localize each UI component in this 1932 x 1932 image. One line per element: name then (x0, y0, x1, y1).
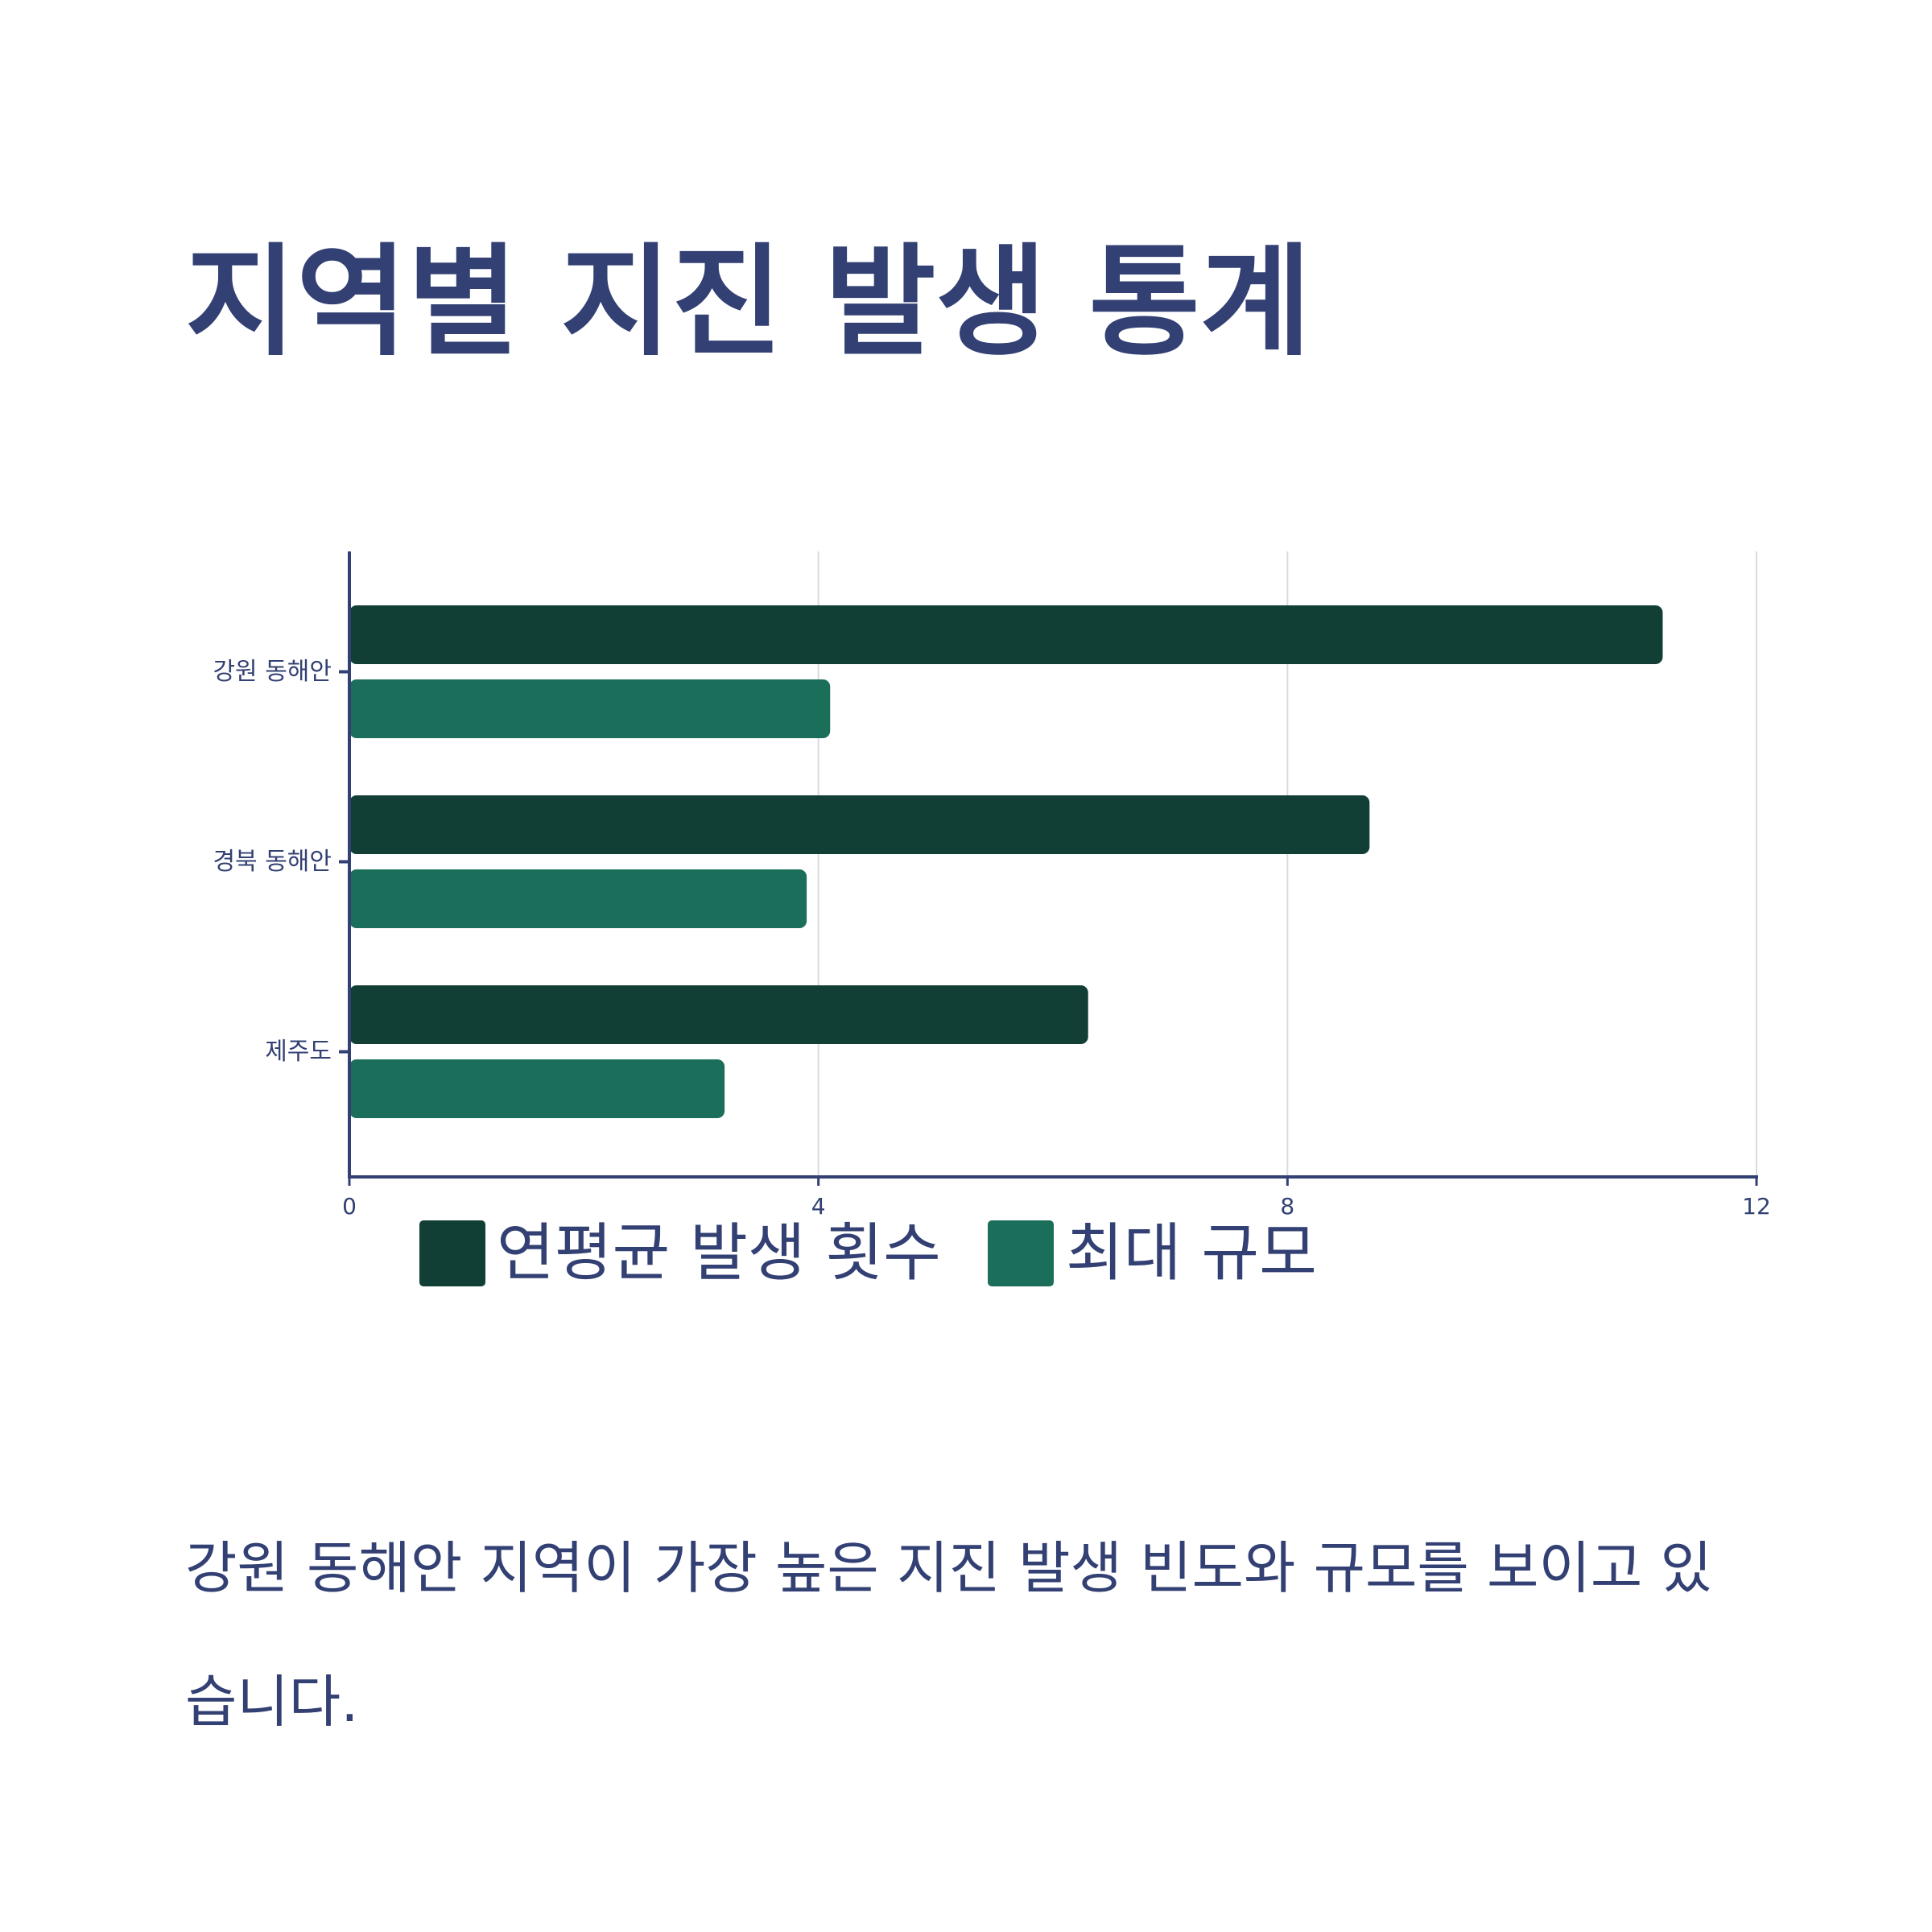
x-tick-label: 12 (1742, 1193, 1771, 1220)
y-tick-label: 경북 동해안 (213, 848, 332, 876)
legend-swatch (419, 1220, 485, 1286)
y-tick-label: 제주도 (265, 1038, 332, 1066)
bar-max-magnitude (349, 679, 831, 738)
legend: 연평균 발생 횟수 최대 규모 (419, 1217, 1317, 1290)
legend-label: 연평균 발생 횟수 (497, 1217, 941, 1290)
chart-title: 지역별 지진 발생 통계 (185, 233, 1311, 373)
bar-annual-count (349, 985, 1088, 1044)
x-tick-label: 8 (1280, 1193, 1294, 1220)
bar-max-magnitude (349, 1059, 725, 1118)
chart-caption: 강원 동해안 지역이 가장 높은 지진 발생 빈도와 규모를 보이고 있습니다. (185, 1535, 1712, 1735)
x-tick-label: 0 (342, 1193, 357, 1220)
bars (349, 605, 1663, 1118)
y-tick-label: 강원 동해안 (213, 658, 332, 686)
legend-swatch (988, 1220, 1054, 1286)
legend-label: 최대 규모 (1066, 1217, 1317, 1290)
x-tick-label: 4 (811, 1193, 826, 1220)
bar-annual-count (349, 795, 1370, 854)
bar-max-magnitude (349, 869, 807, 928)
bar-annual-count (349, 605, 1663, 664)
